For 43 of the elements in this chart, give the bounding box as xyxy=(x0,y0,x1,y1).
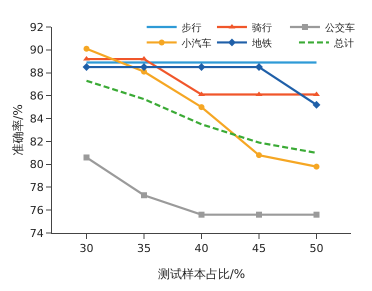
y-tick-label: 90 xyxy=(30,44,44,57)
point xyxy=(313,92,320,96)
point xyxy=(314,164,320,170)
legend-label: 小汽车 xyxy=(182,37,212,50)
legend-label: 地铁 xyxy=(250,37,272,50)
x-tick-label: 35 xyxy=(137,242,151,256)
y-tick-label: 88 xyxy=(30,66,44,80)
y-axis-title: 准确率/% xyxy=(11,104,26,156)
point xyxy=(312,100,320,109)
x-tick-label: 40 xyxy=(194,242,208,256)
legend-label: 总计 xyxy=(332,37,354,50)
line-series xyxy=(85,80,318,154)
legend-label: 步行 xyxy=(182,22,202,34)
x-tick-label: 50 xyxy=(310,242,324,256)
point xyxy=(198,63,206,71)
point xyxy=(140,56,148,61)
point xyxy=(255,63,263,71)
y-tick-label: 92 xyxy=(30,20,44,34)
point xyxy=(198,104,204,110)
point xyxy=(314,212,320,218)
point xyxy=(256,92,262,96)
x-tick-label: 30 xyxy=(80,242,94,256)
point xyxy=(256,152,262,158)
point xyxy=(141,192,147,198)
y-tick-label: 82 xyxy=(30,135,44,148)
point xyxy=(140,63,148,71)
y-tick-label: 86 xyxy=(30,90,44,103)
y-tick-label: 74 xyxy=(30,226,44,240)
point xyxy=(82,63,90,71)
x-axis-title: 测试样本占比/% xyxy=(158,267,246,282)
point xyxy=(84,46,90,52)
y-tick-label: 80 xyxy=(30,158,44,172)
point xyxy=(84,154,90,160)
y-tick-label: 84 xyxy=(30,112,44,126)
point xyxy=(198,92,205,96)
point xyxy=(83,56,90,61)
legend-label: 公交车 xyxy=(324,22,355,34)
point xyxy=(198,212,204,218)
legend-label: 骑行 xyxy=(252,22,272,34)
point xyxy=(256,212,262,218)
x-tick-label: 45 xyxy=(252,242,266,256)
y-tick-label: 76 xyxy=(30,204,44,217)
y-tick-label: 78 xyxy=(30,181,44,194)
